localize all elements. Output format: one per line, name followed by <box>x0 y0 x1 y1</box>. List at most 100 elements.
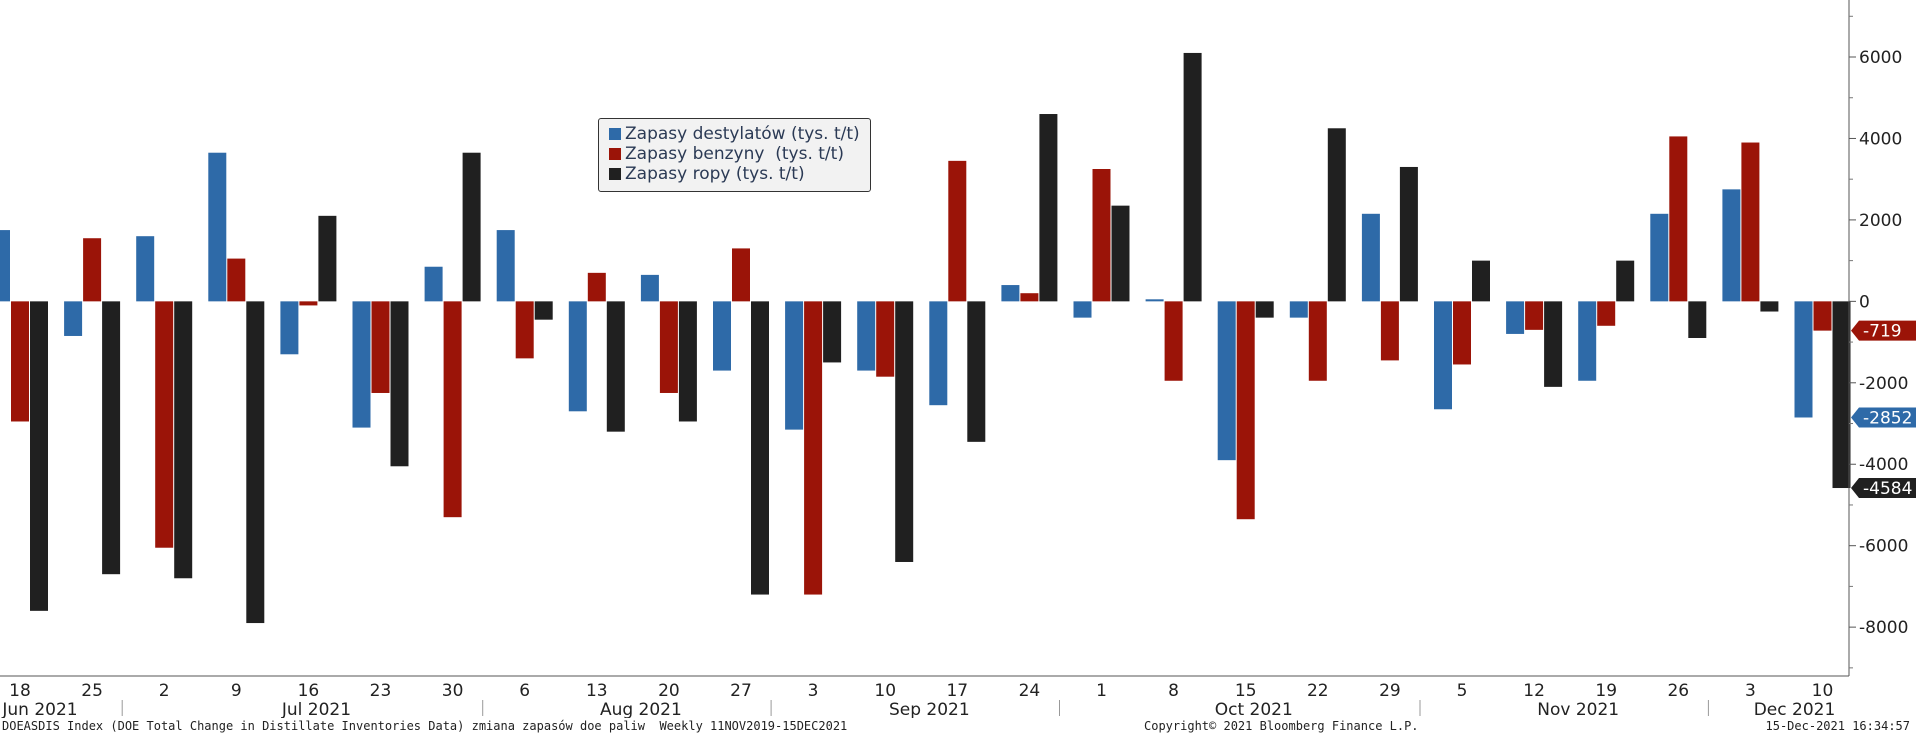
y-tick-label: -8000 <box>1859 618 1908 638</box>
bar-distillates <box>424 266 443 302</box>
x-tick-label: 15 <box>1235 681 1257 701</box>
bar-crude <box>174 301 193 579</box>
x-tick-label: 25 <box>81 681 103 701</box>
x-tick-label: 9 <box>231 681 242 701</box>
x-month-label: Sep 2021 <box>889 700 970 718</box>
bar-distillates <box>857 301 876 371</box>
bar-gasoline <box>1308 301 1327 381</box>
x-tick-label: 27 <box>730 681 752 701</box>
bar-crude <box>1832 301 1851 489</box>
x-tick-label: 8 <box>1168 681 1179 701</box>
x-tick-label: 30 <box>442 681 464 701</box>
bar-crude <box>1472 260 1490 302</box>
bar-distillates <box>1434 301 1452 410</box>
y-tick-label: 2000 <box>1859 211 1902 231</box>
bar-gasoline <box>876 301 895 377</box>
x-tick-label: 18 <box>9 681 31 701</box>
bar-distillates <box>352 301 371 428</box>
x-tick-label: 20 <box>658 681 680 701</box>
x-tick-label: 10 <box>874 681 896 701</box>
bar-distillates <box>1794 301 1813 418</box>
legend-label: Zapasy benzyny (tys. t/t) <box>625 144 844 164</box>
x-tick-label: 5 <box>1457 681 1468 701</box>
x-month-label: Dec 2021 <box>1754 700 1836 718</box>
y-tick-label: -4000 <box>1859 455 1908 475</box>
bar-gasoline <box>155 301 174 548</box>
bar-distillates <box>64 301 83 336</box>
bar-gasoline <box>371 301 390 393</box>
last-value-tag-label: -4584 <box>1863 479 1912 499</box>
bar-crude <box>1327 128 1346 302</box>
bar-distillates <box>929 301 948 406</box>
bar-crude <box>1111 205 1130 302</box>
bar-gasoline <box>587 272 606 302</box>
bar-crude <box>967 301 986 442</box>
bar-gasoline <box>1741 142 1760 302</box>
x-tick-label: 10 <box>1812 681 1834 701</box>
bar-gasoline <box>1669 136 1688 302</box>
x-tick-label: 1 <box>1096 681 1107 701</box>
bar-gasoline <box>659 301 678 393</box>
bar-crude <box>1616 260 1635 302</box>
y-tick-label: 0 <box>1859 292 1870 312</box>
last-value-tag <box>1851 407 1916 428</box>
x-tick-label: 16 <box>298 681 320 701</box>
bar-crude <box>462 152 481 302</box>
bar-gasoline <box>299 301 318 306</box>
bar-crude <box>1255 301 1274 318</box>
y-tick-label: -2000 <box>1859 374 1908 394</box>
x-tick-label: 24 <box>1019 681 1041 701</box>
x-month-label: Oct 2021 <box>1215 700 1293 718</box>
bar-gasoline <box>1597 301 1616 326</box>
footer-timestamp: 15-Dec-2021 16:34:57 <box>1765 719 1911 733</box>
bar-crude <box>823 301 842 363</box>
bar-distillates <box>208 152 227 302</box>
bar-gasoline <box>443 301 462 518</box>
bar-crude <box>1544 301 1563 387</box>
x-tick-label: 23 <box>370 681 392 701</box>
bar-distillates <box>568 301 587 412</box>
bar-crude <box>30 301 48 611</box>
bar-gasoline <box>804 301 823 595</box>
y-tick-label: -6000 <box>1859 537 1908 557</box>
bar-crude <box>678 301 697 422</box>
bar-gasoline <box>11 301 29 422</box>
x-tick-label: 12 <box>1523 681 1545 701</box>
bar-distillates <box>713 301 731 371</box>
bar-gasoline <box>1453 301 1471 365</box>
x-tick-label: 2 <box>159 681 170 701</box>
legend-swatch <box>609 128 621 140</box>
value-tags-group: -719 -2852 -4584 <box>1851 320 1916 499</box>
bar-distillates <box>136 236 155 302</box>
axes-group: 18 25 2 9 16 23 30 6 13 20 27 3 10 17 24 1 8 15 22 29 5 12 19 2… <box>0 0 1908 720</box>
bar-gasoline <box>1164 301 1183 381</box>
legend-item-crude: Zapasy ropy (tys. t/t) <box>609 164 860 184</box>
bar-gasoline <box>1525 301 1544 330</box>
y-tick-label: 4000 <box>1859 129 1902 149</box>
bar-crude <box>1399 166 1418 302</box>
bar-gasoline <box>227 258 246 302</box>
last-value-tag-label: -2852 <box>1863 408 1912 428</box>
legend-item-distillates: Zapasy destylatów (tys. t/t) <box>609 124 860 144</box>
bar-distillates <box>1650 213 1669 302</box>
bar-distillates <box>1722 189 1741 302</box>
bar-crude <box>751 301 769 595</box>
bar-gasoline <box>1813 301 1832 331</box>
bar-crude <box>1039 114 1058 302</box>
bar-distillates <box>640 274 659 302</box>
bar-distillates <box>1361 213 1380 302</box>
x-month-label: Aug 2021 <box>600 700 682 718</box>
bar-crude <box>318 215 337 302</box>
x-tick-label: 19 <box>1595 681 1617 701</box>
legend-label: Zapasy ropy (tys. t/t) <box>625 164 805 184</box>
bar-distillates <box>1145 299 1164 302</box>
bar-distillates <box>280 301 299 355</box>
x-month-label: Nov 2021 <box>1537 700 1619 718</box>
bar-distillates <box>1001 285 1020 302</box>
x-tick-label: 3 <box>808 681 819 701</box>
bar-distillates <box>0 230 10 302</box>
bar-gasoline <box>1380 301 1399 361</box>
footer-source: DOEASDIS Index (DOE Total Change in Dist… <box>2 719 848 733</box>
